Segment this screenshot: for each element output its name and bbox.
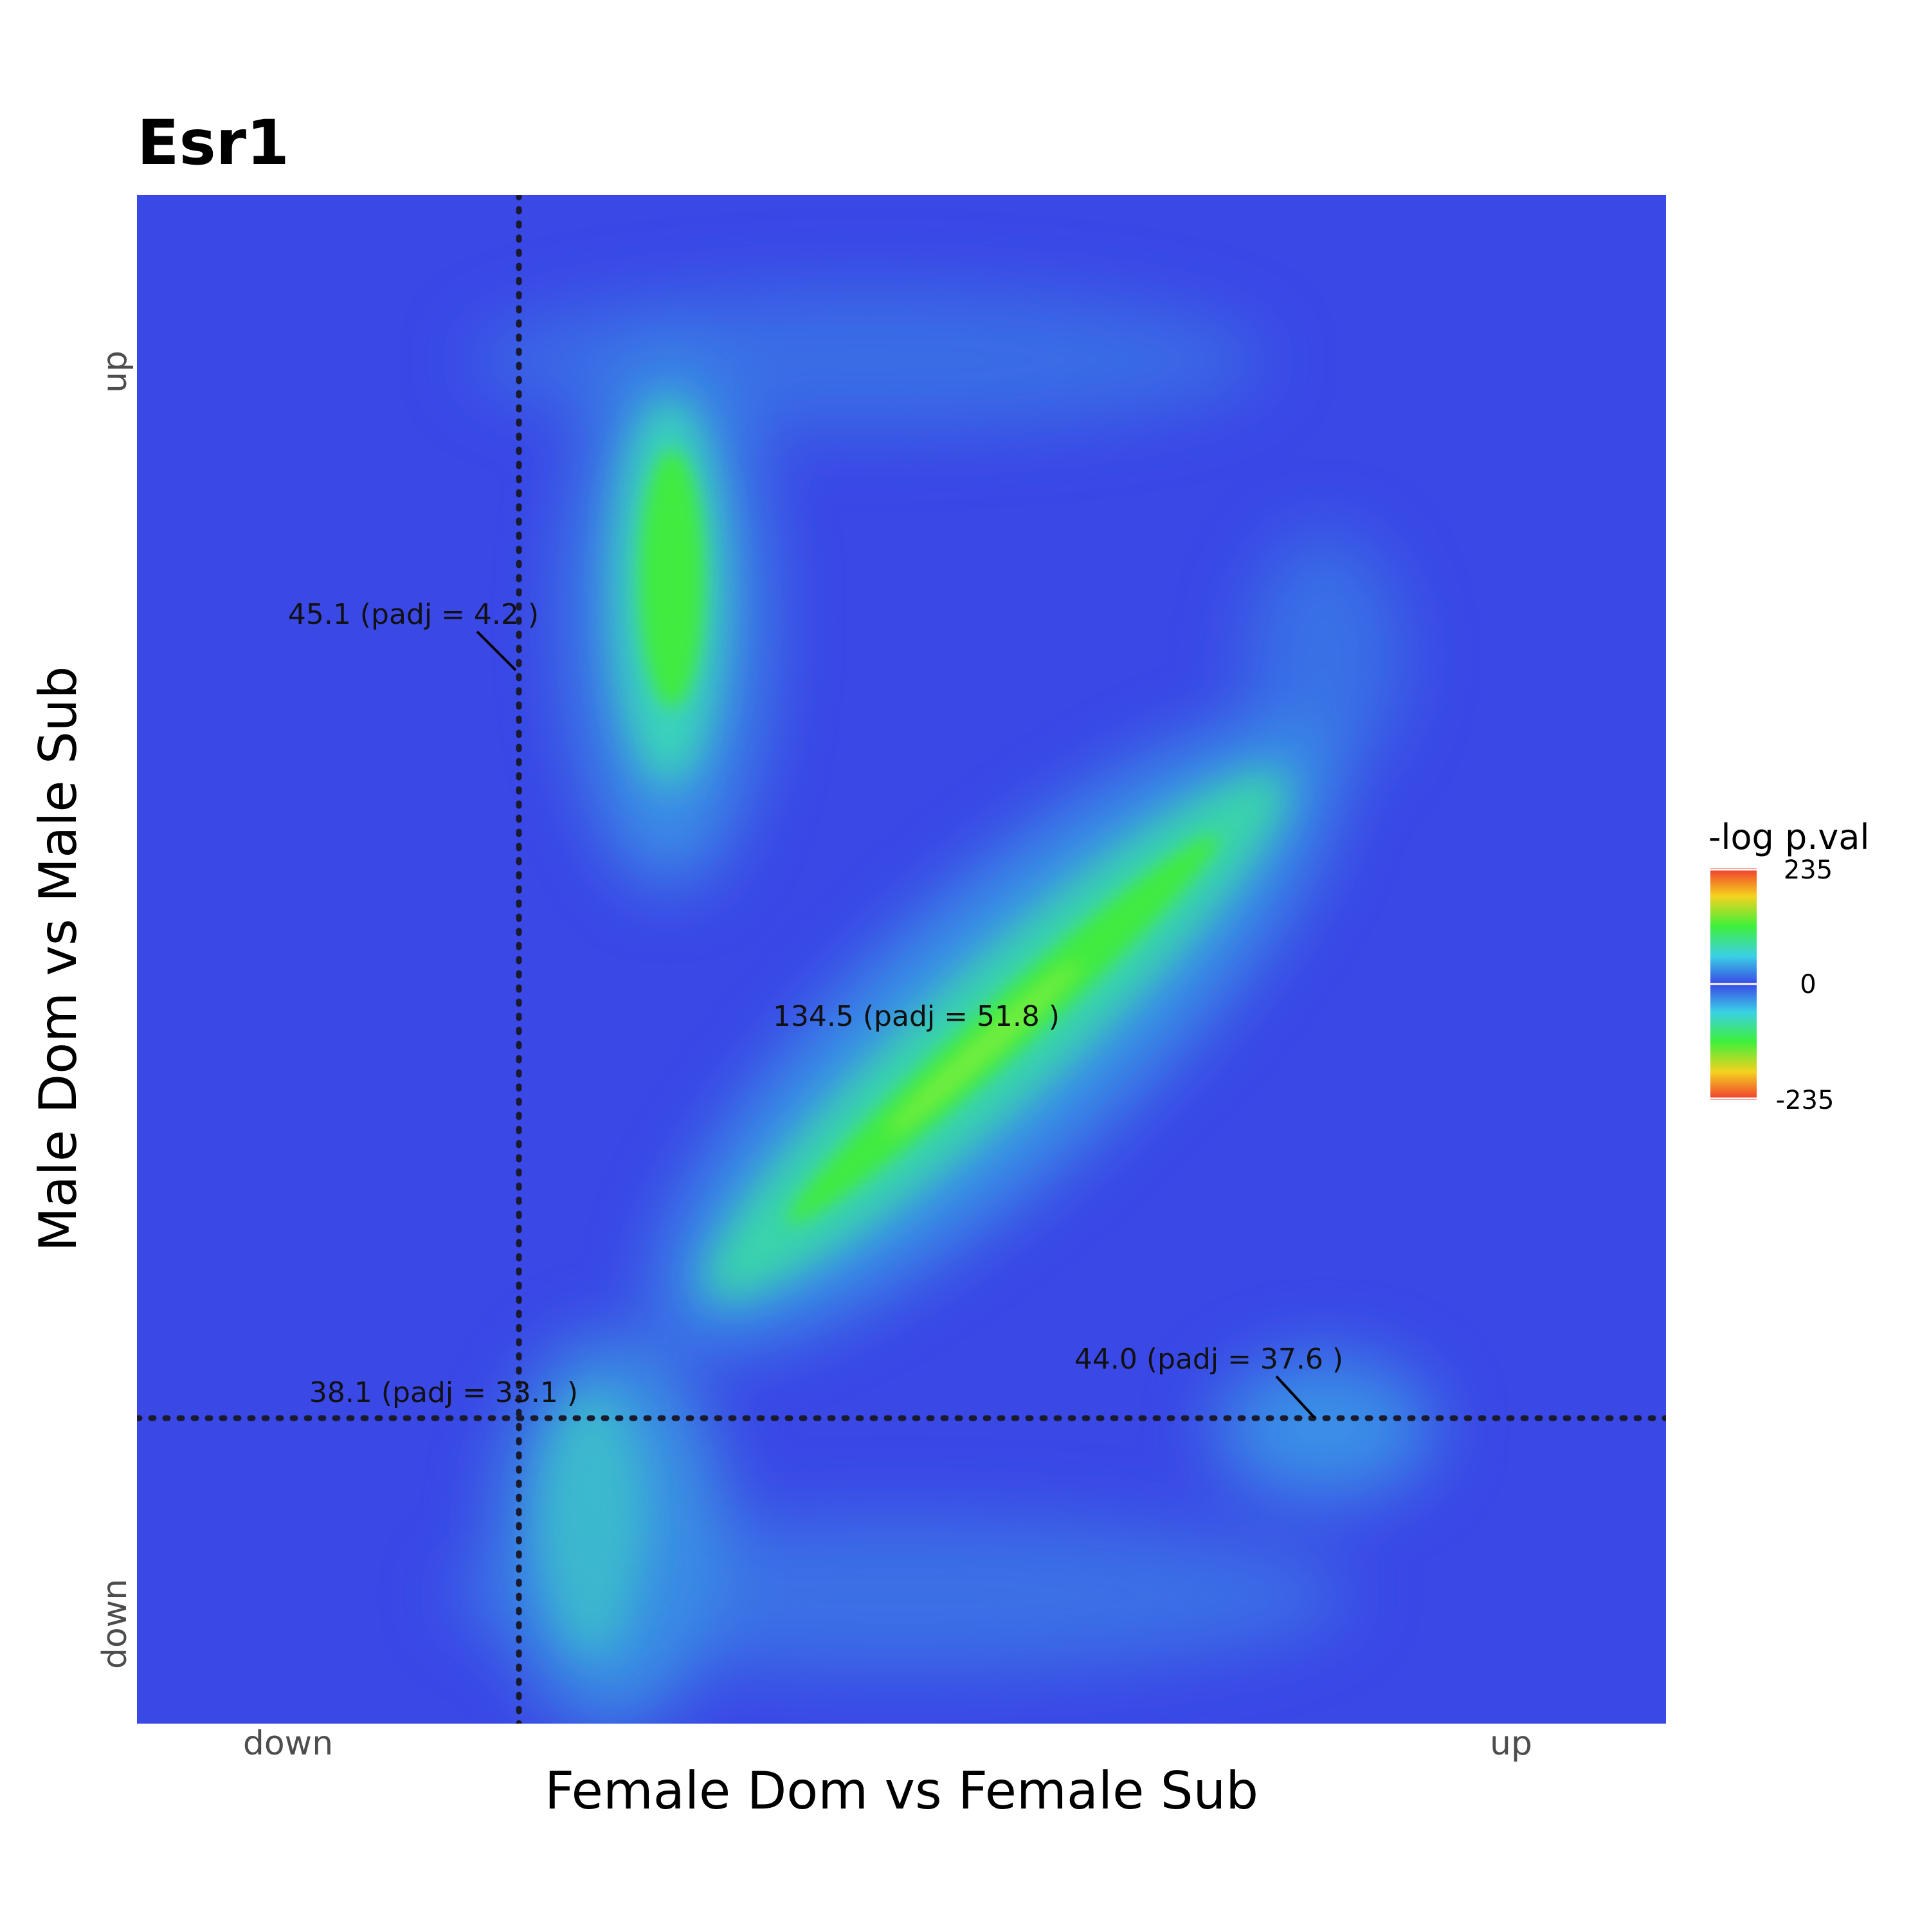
x-tick-label-down: down	[243, 1724, 333, 1763]
y-axis-title: Male Dom vs Male Sub	[28, 666, 88, 1252]
core-diagonal-peak	[887, 961, 1080, 1135]
legend-title: -log p.val	[1708, 817, 1869, 857]
mid-bottom-left	[540, 1396, 643, 1653]
halo-bottom-strip	[450, 1518, 1350, 1672]
annotation-bottom-right-leader	[1275, 1375, 1316, 1419]
annotation-top-left-leader	[476, 630, 517, 671]
annotation-top-right: 134.5 (padj = 51.8 )	[773, 1000, 1060, 1033]
legend-label-min: -235	[1776, 1086, 1834, 1115]
chart-title: Esr1	[137, 107, 289, 179]
annotation-bottom-right: 44.0 (padj = 37.6 )	[1074, 1343, 1343, 1376]
core-top-left-cluster	[640, 450, 704, 707]
annotation-top-left: 45.1 (padj = 4.2 )	[288, 598, 539, 631]
x-axis-title: Female Dom vs Female Sub	[545, 1761, 1258, 1821]
y-tick-label-up: up	[96, 351, 134, 393]
color-legend: -log p.val 235 0 -235	[1708, 817, 1869, 1115]
legend-label-mid: 0	[1800, 970, 1816, 999]
heatmap-core	[640, 450, 1219, 1224]
y-tick-label-down: down	[96, 1579, 134, 1669]
halo-bottom-right	[1215, 1357, 1434, 1499]
legend-label-max: 235	[1784, 855, 1833, 885]
halo-right-node	[1247, 534, 1402, 778]
halo-top-band	[469, 289, 1267, 431]
x-tick-label-up: up	[1490, 1724, 1532, 1763]
heatmap-panel	[137, 195, 1666, 1724]
annotation-bottom-left: 38.1 (padj = 33.1 )	[309, 1376, 578, 1409]
